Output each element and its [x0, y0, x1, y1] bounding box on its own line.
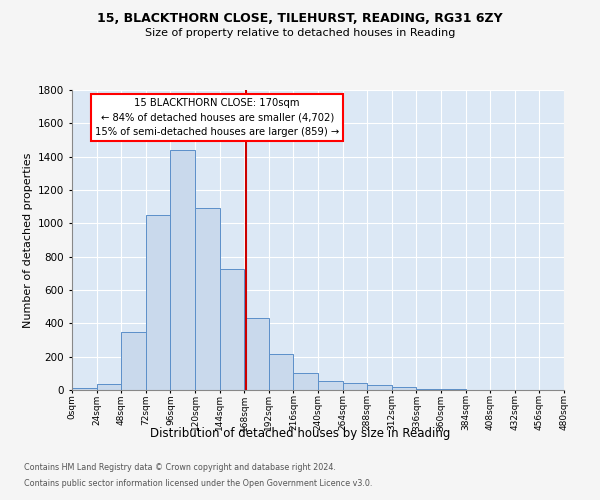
Text: Contains public sector information licensed under the Open Government Licence v3: Contains public sector information licen…	[24, 478, 373, 488]
Bar	[269, 354, 293, 390]
Bar	[244, 318, 269, 390]
Bar	[441, 389, 466, 390]
Text: 15, BLACKTHORN CLOSE, TILEHURST, READING, RG31 6ZY: 15, BLACKTHORN CLOSE, TILEHURST, READING…	[97, 12, 503, 26]
Bar	[121, 332, 146, 390]
Bar	[416, 388, 441, 390]
Bar	[170, 150, 195, 390]
Y-axis label: Number of detached properties: Number of detached properties	[23, 152, 32, 328]
Text: Size of property relative to detached houses in Reading: Size of property relative to detached ho…	[145, 28, 455, 38]
Bar	[146, 215, 170, 390]
Text: Contains HM Land Registry data © Crown copyright and database right 2024.: Contains HM Land Registry data © Crown c…	[24, 464, 336, 472]
Bar	[343, 384, 367, 390]
Bar	[72, 388, 97, 390]
Bar	[392, 387, 416, 390]
Bar	[195, 208, 220, 390]
Bar	[293, 372, 318, 390]
Bar	[318, 382, 343, 390]
Text: 15 BLACKTHORN CLOSE: 170sqm
← 84% of detached houses are smaller (4,702)
15% of : 15 BLACKTHORN CLOSE: 170sqm ← 84% of det…	[95, 98, 339, 137]
Bar	[220, 269, 244, 390]
Bar	[367, 386, 392, 390]
Text: Distribution of detached houses by size in Reading: Distribution of detached houses by size …	[150, 428, 450, 440]
Bar	[97, 384, 121, 390]
